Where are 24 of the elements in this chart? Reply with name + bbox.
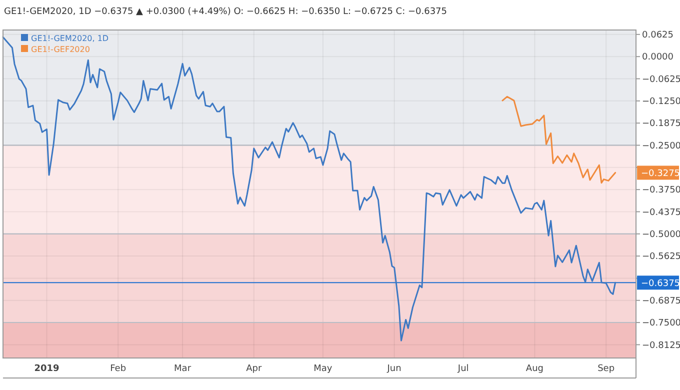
x-tick-label: Apr bbox=[246, 364, 262, 374]
x-tick-label: May bbox=[314, 364, 333, 374]
y-tick-label: −0.4375 bbox=[642, 208, 680, 218]
y-tick-label: 0.0625 bbox=[642, 30, 674, 41]
y-tick-label: −0.5625 bbox=[642, 252, 680, 262]
annotation: −0.3275 bbox=[641, 168, 680, 179]
x-tick-label: Mar bbox=[174, 364, 192, 374]
y-tick-label: −0.6875 bbox=[642, 296, 680, 307]
y-tick-label: −0.0625 bbox=[642, 74, 680, 85]
legend-label: GE1!-GEF2020 bbox=[31, 45, 90, 54]
x-tick-label: Sep bbox=[598, 364, 615, 374]
x-tick-label: Jul bbox=[456, 364, 469, 374]
x-tick-label: Feb bbox=[110, 364, 126, 374]
y-tick-label: 0.0000 bbox=[642, 52, 674, 63]
chart-title: GE1!-GEM2020, 1D −0.6375 ▲ +0.0300 (+4.49%) O: −0.6625 H: −0.6350 L: −0.6725 C: −0.6375 bbox=[4, 7, 447, 17]
ref-line-label: −0.6375 bbox=[641, 278, 680, 289]
legend-label: GE1!-GEM2020, 1D bbox=[31, 34, 109, 43]
y-tick-label: −0.8125 bbox=[642, 340, 680, 351]
line-series bbox=[502, 96, 616, 184]
y-tick-label: −0.1875 bbox=[642, 119, 680, 130]
line-series bbox=[2, 36, 616, 342]
x-tick-label: Jun bbox=[386, 364, 402, 374]
x-tick-label: 2019 bbox=[34, 364, 60, 374]
x-tick-label: Aug bbox=[526, 364, 544, 374]
